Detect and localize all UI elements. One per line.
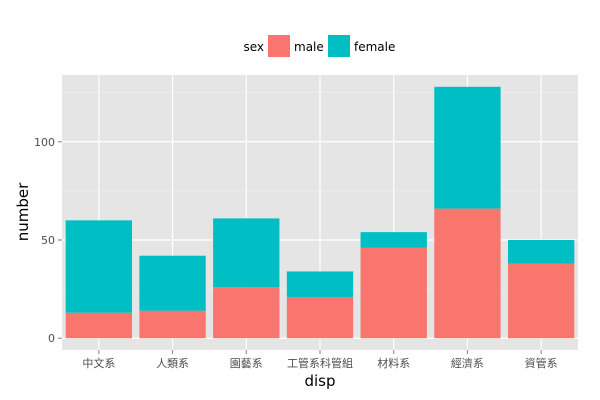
legend-label-female: female: [354, 40, 395, 54]
bar-male: [213, 287, 280, 339]
bars: [65, 86, 575, 339]
legend-key-female: [328, 35, 350, 57]
bar-female: [507, 240, 575, 264]
y-tick-label: 50: [41, 234, 55, 247]
x-tick-label: 資管系: [525, 356, 558, 370]
x-tick-label: 經濟系: [451, 356, 484, 370]
bar-female: [139, 255, 206, 311]
bar-male: [507, 263, 575, 339]
bar-male: [139, 310, 206, 339]
bar-male: [65, 312, 133, 339]
legend-title: sex: [243, 40, 264, 54]
y-tick-label: 100: [34, 136, 55, 149]
legend: sex male female: [243, 35, 395, 57]
x-tick-label: 園藝系: [230, 357, 263, 370]
x-axis-title: disp: [304, 372, 335, 390]
x-tick-label: 人類系: [156, 357, 189, 370]
bar-female: [65, 220, 133, 313]
legend-label-male: male: [294, 40, 324, 54]
y-axis-ticks: 0 50 100: [34, 136, 62, 345]
x-tick-label: 工管系科管組: [287, 356, 353, 370]
bar-male: [434, 208, 501, 339]
bar-female: [360, 232, 427, 248]
y-tick-label: 0: [48, 332, 55, 345]
bar-male: [360, 247, 427, 339]
bar-female: [434, 86, 501, 209]
x-tick-label: 中文系: [82, 356, 115, 370]
legend-key-male: [268, 35, 290, 57]
bar-male: [286, 296, 354, 339]
bar-female: [213, 218, 280, 288]
y-axis-title: number: [14, 182, 32, 241]
bar-female: [286, 271, 354, 297]
x-tick-label: 材料系: [377, 356, 410, 370]
x-axis-ticks: 中文系 人類系 園藝系 工管系科管組 材料系 經濟系 資管系: [82, 350, 558, 370]
